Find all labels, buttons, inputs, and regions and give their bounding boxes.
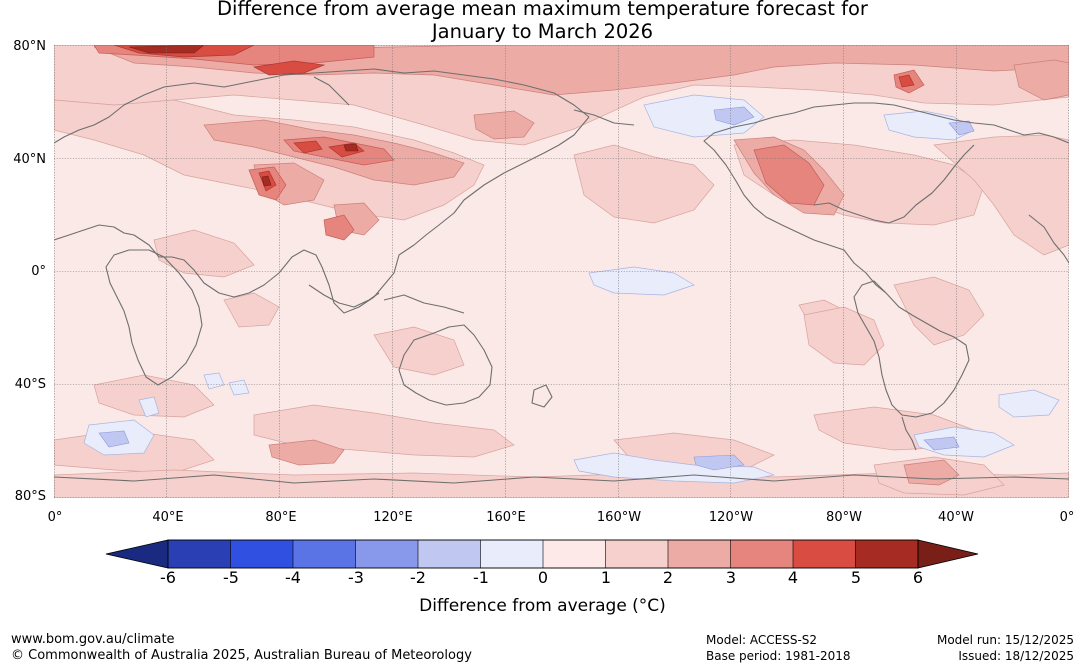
colorbar <box>105 539 979 569</box>
lon-label-120w: 120°W <box>708 510 754 525</box>
colorbar-cell <box>542 539 607 569</box>
anomaly-regions-5-plus <box>128 45 359 187</box>
lon-label-0-left: 0° <box>47 510 63 525</box>
lat-label-80n: 80°N <box>13 39 46 54</box>
colorbar-tick: 2 <box>662 568 674 587</box>
footer-model-run: Model run: 15/12/2025 <box>936 633 1074 647</box>
colorbar-label: Difference from average (°C) <box>419 596 666 616</box>
footer-model: Model: ACCESS-S2 <box>706 633 818 647</box>
lat-label-80s: 80°S <box>14 489 46 504</box>
colorbar-over-triangle <box>917 539 979 569</box>
anomaly-regions-neg-2-to-neg-1 <box>98 106 975 471</box>
colorbar-cell <box>355 539 419 569</box>
colorbar-tick: 4 <box>787 568 799 587</box>
lat-label-40s: 40°S <box>14 377 46 392</box>
colorbar-cell <box>667 539 732 569</box>
anomaly-regions-neg-1-to-0 <box>83 94 1060 484</box>
lon-label-40e: 40°E <box>152 510 184 525</box>
colorbar-tick: -4 <box>285 568 301 587</box>
lon-label-80e: 80°E <box>265 510 297 525</box>
footer-website: www.bom.gov.au/climate <box>11 632 175 647</box>
colorbar-tick: 1 <box>600 568 612 587</box>
colorbar-tick: 6 <box>912 568 924 587</box>
colorbar-cell <box>605 539 669 569</box>
footer-copyright: © Commonwealth of Australia 2025, Austra… <box>11 648 472 663</box>
colorbar-cell <box>792 539 857 569</box>
colorbar-under-triangle <box>105 539 169 569</box>
colorbar-tick: -5 <box>223 568 239 587</box>
colorbar-cell <box>730 539 794 569</box>
lat-label-0: 0° <box>31 264 46 279</box>
coastlines <box>54 68 1069 484</box>
colorbar-cell <box>292 539 357 569</box>
title-line-1: Difference from average mean maximum tem… <box>217 0 868 20</box>
lon-label-80w: 80°W <box>826 510 862 525</box>
temperature-anomaly-map <box>54 45 1069 498</box>
colorbar-cell <box>855 539 919 569</box>
graticule <box>54 45 1069 498</box>
lon-label-0-right: 0° <box>1059 510 1075 525</box>
lon-label-160e: 160°E <box>486 510 526 525</box>
colorbar-tick: -2 <box>410 568 426 587</box>
colorbar-cell <box>480 539 544 569</box>
lat-label-40n: 40°N <box>13 152 46 167</box>
footer-base-period: Base period: 1981-2018 <box>706 649 851 663</box>
colorbar-cell <box>417 539 482 569</box>
title-line-2: January to March 2026 <box>431 20 654 43</box>
colorbar-tick: -3 <box>348 568 364 587</box>
colorbar-cell <box>167 539 232 569</box>
colorbar-tick: -1 <box>473 568 489 587</box>
footer-issued: Issued: 18/12/2025 <box>958 649 1074 663</box>
lon-label-40w: 40°W <box>938 510 974 525</box>
colorbar-frame <box>167 539 919 569</box>
colorbar-tick: 0 <box>537 568 549 587</box>
map-title: Difference from average mean maximum tem… <box>0 0 1085 43</box>
colorbar-tick: -6 <box>160 568 176 587</box>
colorbar-cell <box>230 539 294 569</box>
lon-label-120e: 120°E <box>373 510 413 525</box>
colorbar-tick: 5 <box>850 568 862 587</box>
lon-label-160w: 160°W <box>596 510 642 525</box>
colorbar-tick: 3 <box>725 568 737 587</box>
